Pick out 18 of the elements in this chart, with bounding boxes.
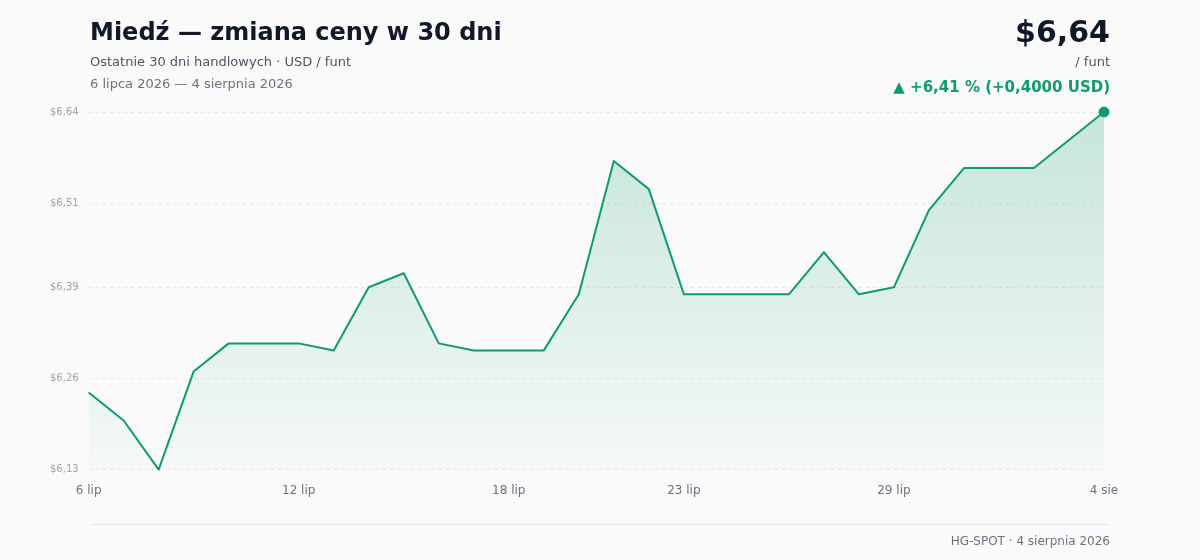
y-tick-label: $6,13 (49, 463, 79, 475)
y-tick-label: $6,51 (49, 196, 79, 208)
text: / funt (1075, 54, 1110, 69)
x-tick-label: 12 lip (282, 482, 316, 497)
chart-subtitle: Ostatnie 30 dni handlowych · USD / funt (90, 54, 352, 69)
text: 6 lipca 2026 — 4 sierpnia 2026 (90, 76, 293, 91)
x-tick-label: 18 lip (492, 482, 526, 497)
x-tick-label: 29 lip (877, 482, 911, 497)
y-tick-label: $6,39 (49, 280, 79, 292)
x-tick-label: 6 lip (75, 482, 102, 497)
text: ▲ +6,41 % (+0,4000 USD) (893, 78, 1110, 96)
x-tick-label: 23 lip (667, 482, 701, 497)
x-tick-label: 4 sie (1089, 482, 1119, 497)
chart-title: Miedź — zmiana ceny w 30 dni (90, 18, 502, 46)
y-tick-label: $6,26 (49, 372, 79, 384)
text: HG-SPOT · 4 sierpnia 2026 (950, 534, 1110, 548)
text: $6,64 (1015, 14, 1110, 49)
y-tick-label: $6,64 (49, 105, 79, 117)
